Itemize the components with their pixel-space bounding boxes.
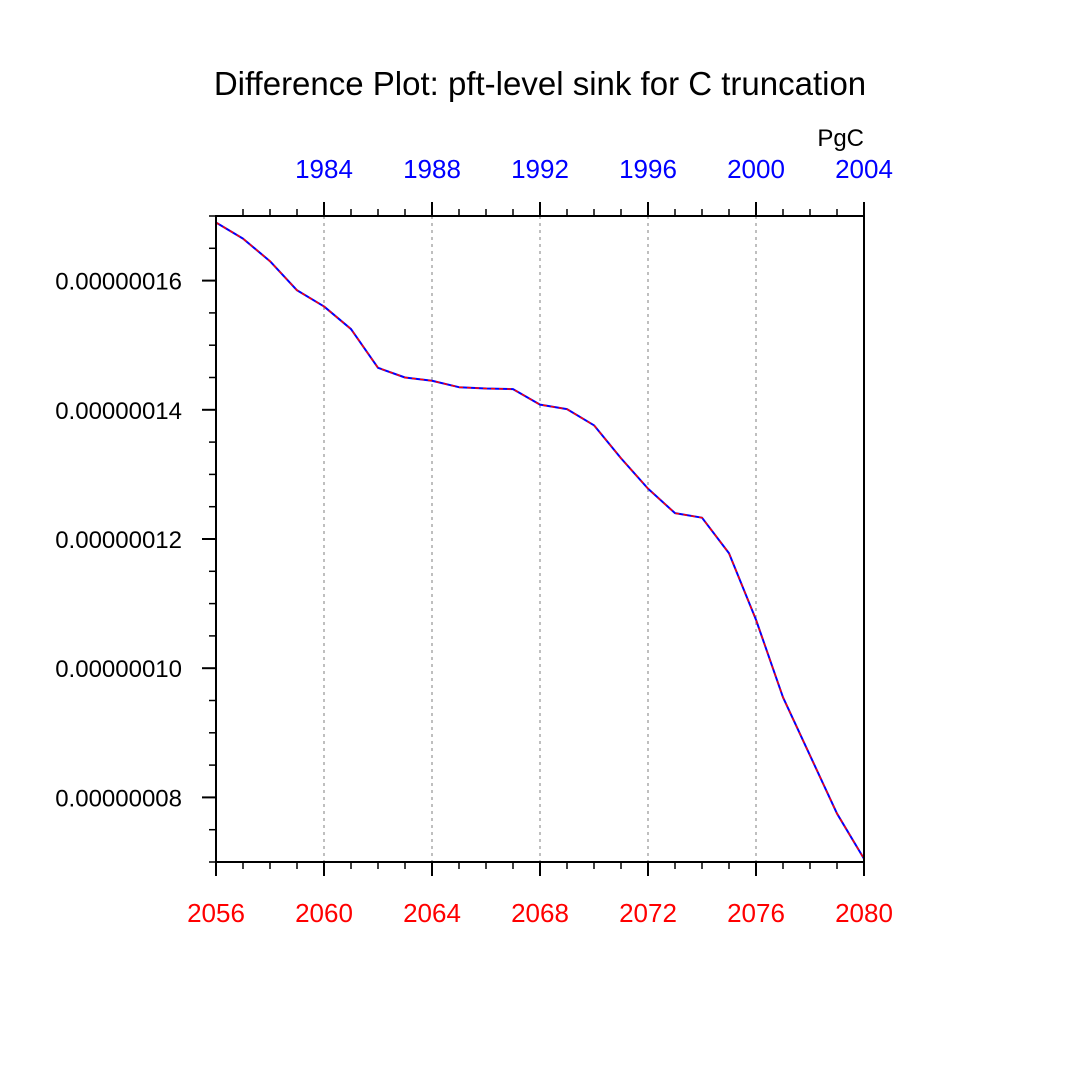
x-bottom-tick-label: 2064 [403, 898, 461, 928]
x-bottom-tick-label: 2068 [511, 898, 569, 928]
axis-labels: 2056 2060 2064 2068 2072 2076 2080 1984 1988 1992… [55, 154, 893, 928]
x-top-tick-label: 1988 [403, 154, 461, 184]
y-tick-label: 0.00000010 [55, 656, 182, 683]
chart-title: Difference Plot: pft-level sink for C tr… [214, 65, 866, 102]
y-tick-label: 0.00000014 [55, 398, 182, 425]
gridlines [323, 216, 757, 862]
y-tick-label: 0.00000008 [55, 785, 182, 812]
x-bottom-tick-label: 2060 [295, 898, 353, 928]
plot-frame [215, 215, 865, 863]
series-layer [215, 221, 865, 860]
axis-ticks [202, 202, 865, 876]
x-top-tick-label: 1992 [511, 154, 569, 184]
y-tick-label: 0.00000016 [55, 269, 182, 296]
units-label: PgC [817, 125, 864, 152]
x-bottom-tick-label: 2080 [835, 898, 893, 928]
x-top-tick-label: 1996 [619, 154, 677, 184]
x-bottom-tick-label: 2076 [727, 898, 785, 928]
x-top-tick-label: 2000 [727, 154, 785, 184]
x-bottom-tick-label: 2072 [619, 898, 677, 928]
x-top-tick-label: 2004 [835, 154, 893, 184]
x-bottom-tick-label: 2056 [187, 898, 245, 928]
x-top-tick-label: 1984 [295, 154, 353, 184]
y-tick-label: 0.00000012 [55, 527, 182, 554]
